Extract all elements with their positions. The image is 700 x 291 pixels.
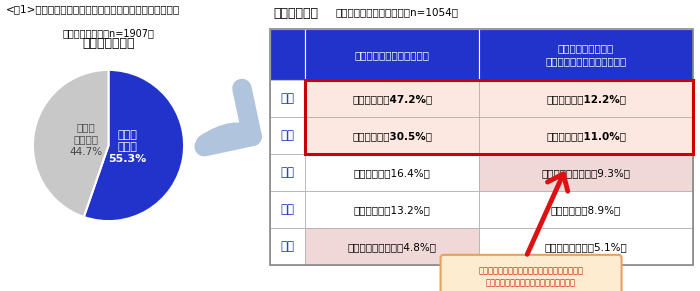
- Bar: [479, 80, 693, 117]
- Bar: [270, 29, 305, 80]
- FancyBboxPatch shape: [440, 255, 622, 291]
- Bar: [305, 191, 479, 228]
- Text: ２位: ２位: [281, 129, 295, 142]
- Text: １位: １位: [281, 93, 295, 105]
- Bar: [305, 80, 479, 117]
- Text: 売上データ（11.0%）: 売上データ（11.0%）: [546, 131, 626, 141]
- Bar: [305, 228, 479, 265]
- Text: ３位: ３位: [281, 166, 295, 179]
- Text: 顧客データ（30.5%）: 顧客データ（30.5%）: [352, 131, 433, 141]
- Bar: [479, 154, 693, 191]
- Text: データ
非関与者
44.7%: データ 非関与者 44.7%: [69, 122, 102, 157]
- Text: 今はできていないが
今後分析・活用したいデータ: 今はできていないが 今後分析・活用したいデータ: [545, 44, 626, 66]
- Text: 勤怠データ（13.2%）: 勤怠データ（13.2%）: [354, 205, 430, 215]
- Bar: [479, 191, 693, 228]
- Bar: [270, 228, 305, 265]
- Text: データ
関与者
55.3%: データ 関与者 55.3%: [108, 129, 146, 164]
- Bar: [270, 154, 305, 191]
- Text: <図1>「企業の就業者のデータ関与状況とデータの種類」: <図1>「企業の就業者のデータ関与状況とデータの種類」: [6, 4, 180, 14]
- Bar: [305, 29, 479, 80]
- Bar: [305, 154, 479, 191]
- Title: データ関与状況: データ関与状況: [83, 37, 134, 50]
- Text: 会計データ（8.9%）: 会計データ（8.9%）: [551, 205, 621, 215]
- Text: 分析・活用しているデータ: 分析・活用しているデータ: [355, 50, 430, 60]
- Bar: [305, 80, 693, 154]
- Text: 会計データ（16.4%）: 会計データ（16.4%）: [354, 168, 430, 178]
- Text: 「全体ベース」（n=1907）: 「全体ベース」（n=1907）: [62, 28, 155, 38]
- Text: 顧客データ（12.2%）: 顧客データ（12.2%）: [546, 94, 626, 104]
- Bar: [479, 117, 693, 155]
- Bar: [270, 191, 305, 228]
- Text: アスキングデータの分析ニーズが高い一方で、
現状ではまだ十分に活用しきれていない: アスキングデータの分析ニーズが高い一方で、 現状ではまだ十分に活用しきれていない: [479, 266, 584, 288]
- Text: アスキングデータ（4.8%）: アスキングデータ（4.8%）: [348, 242, 437, 252]
- Bar: [270, 117, 305, 155]
- Text: 「データ関与者ベース」（n=1054）: 「データ関与者ベース」（n=1054）: [336, 7, 459, 17]
- Wedge shape: [33, 70, 108, 217]
- Bar: [305, 117, 479, 155]
- Text: データの種類: データの種類: [273, 7, 318, 20]
- Bar: [479, 29, 693, 80]
- FancyArrowPatch shape: [527, 174, 568, 254]
- Text: オープンデータ（5.1%）: オープンデータ（5.1%）: [545, 242, 627, 252]
- Text: アスキングデータ（9.3%）: アスキングデータ（9.3%）: [542, 168, 631, 178]
- Bar: [270, 80, 305, 117]
- Text: 売上データ（47.2%）: 売上データ（47.2%）: [352, 94, 433, 104]
- Text: ５位: ５位: [281, 240, 295, 253]
- Text: ４位: ４位: [281, 203, 295, 216]
- Bar: [479, 228, 693, 265]
- Wedge shape: [84, 70, 184, 221]
